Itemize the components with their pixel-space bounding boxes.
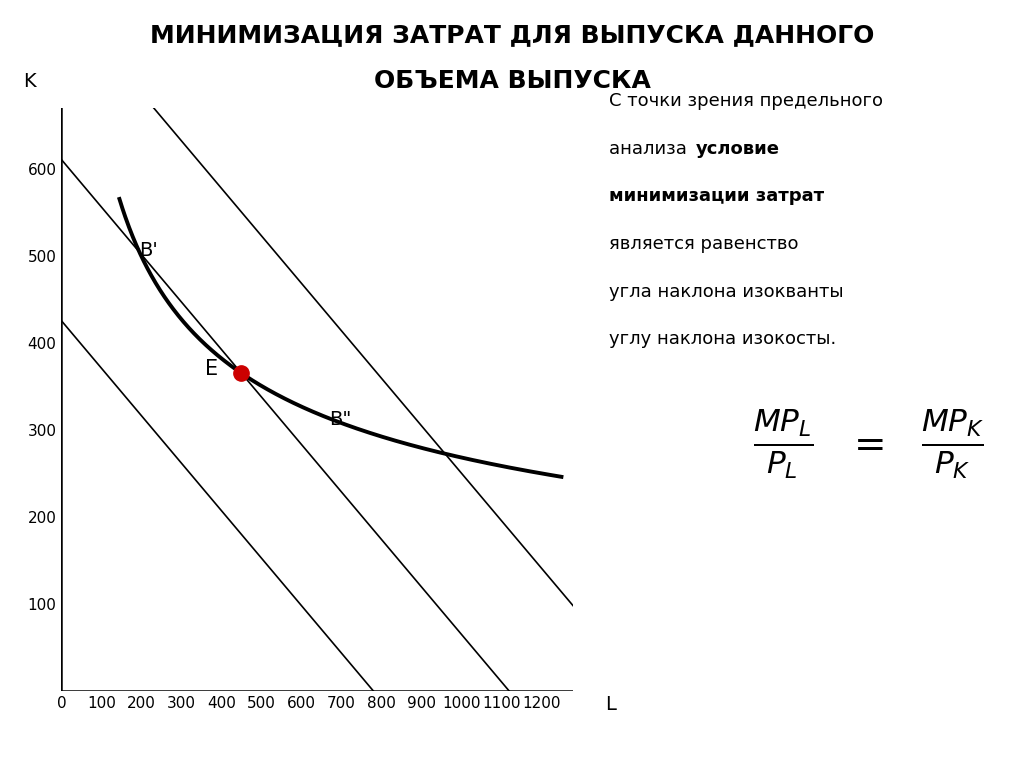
Text: является равенство: является равенство (609, 235, 799, 253)
Text: ОБЪЕМА ВЫПУСКА: ОБЪЕМА ВЫПУСКА (374, 69, 650, 93)
Text: анализа: анализа (609, 140, 693, 157)
Text: B": B" (330, 410, 352, 429)
Text: $=$: $=$ (846, 425, 885, 462)
Text: $\frac{MP_L}{P_L}$: $\frac{MP_L}{P_L}$ (753, 406, 814, 481)
Text: K: K (24, 72, 36, 91)
Text: $\frac{MP_K}{P_K}$: $\frac{MP_K}{P_K}$ (921, 406, 984, 481)
Text: B': B' (139, 240, 158, 260)
Text: E: E (206, 359, 218, 379)
Text: МИНИМИЗАЦИЯ ЗАТРАТ ДЛЯ ВЫПУСКА ДАННОГО: МИНИМИЗАЦИЯ ЗАТРАТ ДЛЯ ВЫПУСКА ДАННОГО (150, 23, 874, 47)
Text: условие: условие (696, 140, 780, 157)
Text: угла наклона изокванты: угла наклона изокванты (609, 283, 844, 300)
Text: С точки зрения предельного: С точки зрения предельного (609, 92, 884, 110)
Text: минимизации затрат: минимизации затрат (609, 187, 824, 205)
Text: L: L (605, 695, 616, 713)
Text: углу наклона изокосты.: углу наклона изокосты. (609, 330, 837, 348)
